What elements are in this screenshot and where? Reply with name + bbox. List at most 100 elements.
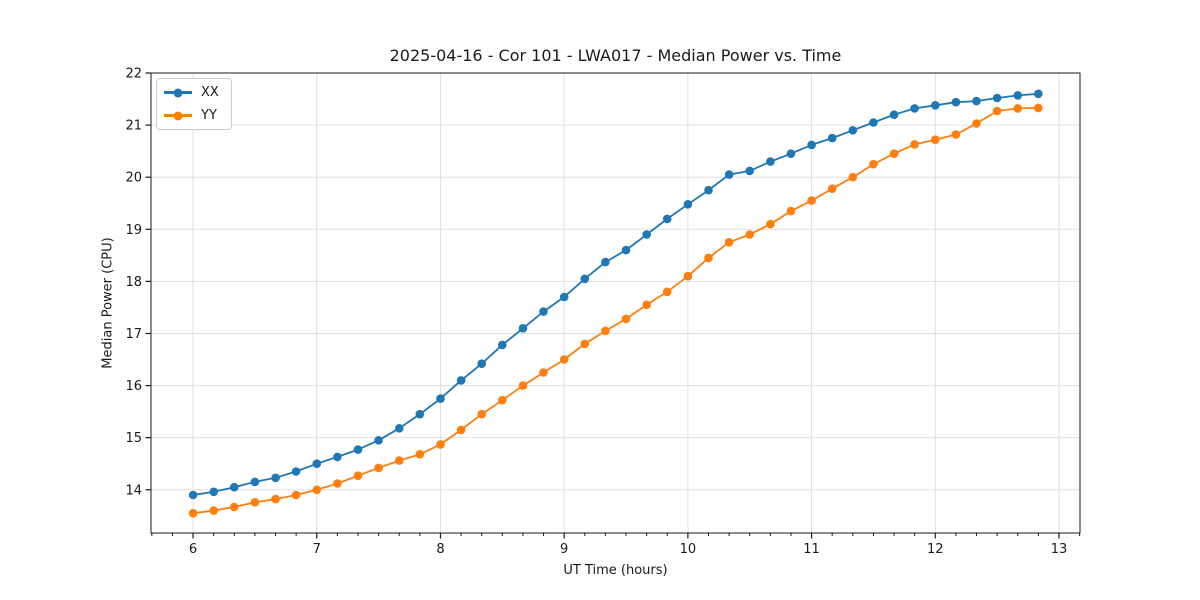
y-tick-label: 21 xyxy=(125,119,142,134)
series-xx-marker xyxy=(415,409,425,419)
series-yy-marker xyxy=(188,508,198,518)
y-tick-label: 15 xyxy=(125,431,142,446)
series-yy-marker xyxy=(910,140,919,149)
legend: XX YY xyxy=(156,78,232,130)
series-yy-marker xyxy=(931,135,940,144)
series-xx-marker xyxy=(704,185,713,195)
series-yy-marker xyxy=(230,502,239,512)
y-tick-label: 17 xyxy=(125,327,142,342)
series-yy-marker xyxy=(559,355,569,364)
series-yy-marker xyxy=(889,149,899,158)
series-xx-marker xyxy=(889,110,899,119)
series-yy-marker xyxy=(539,368,548,377)
series-xx-marker xyxy=(848,126,858,135)
series-xx-marker xyxy=(436,394,445,403)
series-xx-marker xyxy=(271,473,280,483)
series-yy-marker xyxy=(415,450,425,459)
x-tick-label: 8 xyxy=(436,542,444,557)
series-xx-marker xyxy=(580,274,590,284)
series-xx-marker xyxy=(353,445,363,454)
x-tick-label: 11 xyxy=(803,542,820,557)
series-yy-marker xyxy=(518,381,528,390)
series-xx-marker xyxy=(972,96,981,106)
series-yy-marker xyxy=(807,196,816,205)
series-yy-marker xyxy=(580,339,590,349)
legend-marker-yy xyxy=(173,111,183,120)
legend-label-xx: XX xyxy=(201,85,219,100)
series-xx-marker xyxy=(209,487,218,497)
series-yy-marker xyxy=(724,238,734,247)
x-tick-label: 6 xyxy=(189,542,197,557)
series-yy-marker xyxy=(395,456,404,465)
series-yy-marker xyxy=(312,485,322,495)
series-yy-marker xyxy=(786,206,796,216)
series-xx-marker xyxy=(291,467,301,476)
series-xx-marker xyxy=(518,324,528,333)
series-yy-marker xyxy=(601,326,610,336)
series-xx-marker xyxy=(1013,91,1023,100)
series-yy-marker xyxy=(374,463,383,473)
series-yy-marker xyxy=(1013,104,1023,113)
series-yy-marker xyxy=(477,409,487,419)
series-yy-marker xyxy=(704,253,713,263)
series-xx-marker xyxy=(230,482,239,492)
series-xx-marker xyxy=(498,340,507,350)
series-xx-marker xyxy=(724,170,734,179)
y-tick-label: 14 xyxy=(125,483,142,498)
series-xx-marker xyxy=(807,140,816,150)
series-yy-marker xyxy=(436,440,445,449)
series-yy-marker xyxy=(766,219,775,229)
series-xx-marker xyxy=(621,245,631,255)
series-yy-marker xyxy=(662,287,672,297)
series-yy-marker xyxy=(972,119,981,128)
series-yy-marker xyxy=(291,490,301,500)
series-yy-marker xyxy=(209,506,218,515)
series-xx-marker xyxy=(456,376,466,385)
series-xx-marker xyxy=(745,166,754,176)
series-yy-marker xyxy=(992,106,1002,116)
series-xx-marker xyxy=(827,133,837,143)
series-xx-marker xyxy=(188,490,198,500)
series-yy-marker xyxy=(333,479,342,488)
x-tick-label: 12 xyxy=(927,542,944,557)
series-xx-marker xyxy=(333,452,342,462)
legend-line-sample-yy xyxy=(164,111,192,120)
legend-marker-xx xyxy=(173,88,183,97)
series-xx-marker xyxy=(1034,89,1043,99)
series-yy-marker xyxy=(642,300,651,310)
legend-label-yy: YY xyxy=(201,108,217,123)
series-xx-marker xyxy=(395,424,404,433)
series-xx-marker xyxy=(312,459,322,469)
series-yy-marker xyxy=(683,271,693,281)
series-yy-marker xyxy=(827,184,837,193)
axes-frame xyxy=(150,72,1081,534)
y-tick-label: 19 xyxy=(125,223,142,238)
x-tick-label: 7 xyxy=(313,542,321,557)
series-xx-line xyxy=(192,92,1040,496)
series-xx-marker xyxy=(662,214,672,224)
series-yy-marker xyxy=(951,130,961,139)
series-xx-marker xyxy=(869,118,878,127)
series-yy-marker xyxy=(745,230,754,239)
x-tick-label: 10 xyxy=(680,542,697,557)
series-xx-marker xyxy=(250,477,260,487)
series-yy-marker xyxy=(271,494,280,504)
legend-item-yy: YY xyxy=(164,107,219,124)
x-axis-label: UT Time (hours) xyxy=(563,563,668,578)
series-xx-marker xyxy=(931,101,940,110)
y-tick-label: 20 xyxy=(125,171,142,186)
y-tick-label: 18 xyxy=(125,275,142,290)
series-yy-marker xyxy=(848,172,858,182)
x-tick-label: 9 xyxy=(560,542,568,557)
series-xx-marker xyxy=(683,200,693,209)
y-tick-label: 22 xyxy=(125,67,142,82)
series-xx-marker xyxy=(559,292,569,302)
series-xx-marker xyxy=(992,93,1002,103)
series-yy-marker xyxy=(456,425,466,435)
series-xx-marker xyxy=(539,307,548,316)
series-xx-marker xyxy=(786,149,796,158)
series-yy-marker xyxy=(353,471,363,481)
series-yy-marker xyxy=(621,314,631,324)
x-tick-label: 13 xyxy=(1051,542,1068,557)
